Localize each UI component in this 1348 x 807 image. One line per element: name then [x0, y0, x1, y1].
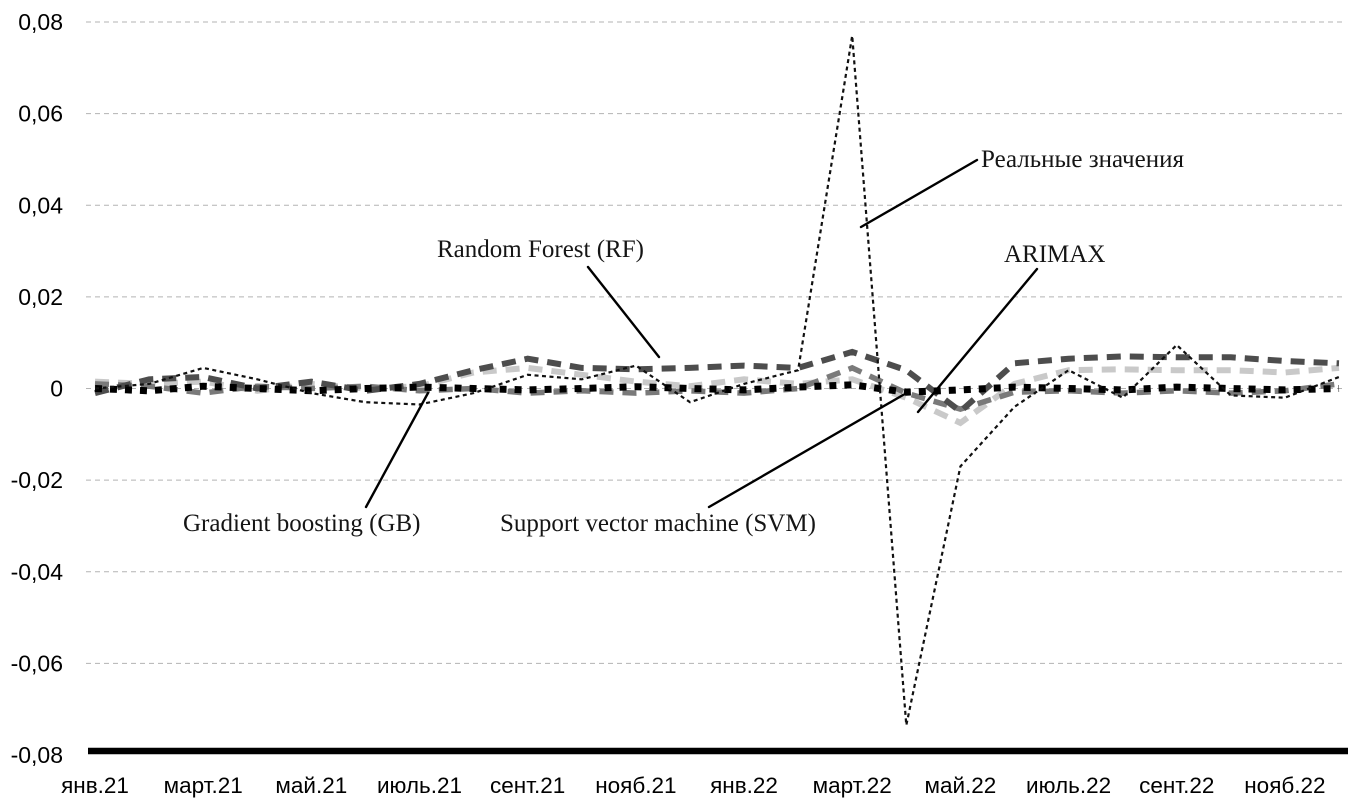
y-tick-label: -0,04 [11, 559, 64, 585]
x-tick-label: сент.22 [1139, 773, 1214, 798]
svm-series-label: Support vector machine (SVM) [500, 510, 816, 537]
rf-series-label: Random Forest (RF) [437, 236, 644, 263]
series-actual-line [94, 35, 1340, 726]
y-tick-label: 0,06 [18, 101, 63, 127]
y-tick-label: -0,02 [11, 467, 63, 493]
x-tick-label: март.22 [813, 773, 892, 798]
x-tick-label: янв.22 [710, 773, 778, 798]
y-tick-label: 0,08 [18, 9, 63, 35]
x-tick-label: май.22 [924, 773, 996, 798]
svm-leader-line [707, 393, 905, 509]
arimax-series-label: ARIMAX [1004, 241, 1105, 268]
x-tick-label: нояб.21 [595, 773, 676, 798]
series-svm-line [94, 364, 1340, 427]
actual-leader-line [859, 158, 979, 229]
y-tick-label: 0 [50, 376, 63, 402]
rf-leader-line [586, 265, 661, 359]
x-tick-label: март.21 [164, 773, 243, 798]
x-tick-label: июль.22 [1026, 773, 1111, 798]
series-rf-line [94, 348, 1340, 416]
y-tick-label: -0,06 [11, 650, 63, 676]
x-tick-label: июль.21 [377, 773, 462, 798]
actual-series-label: Реальные значения [981, 146, 1184, 173]
gb-series-label: Gradient boosting (GB) [183, 510, 420, 537]
x-tick-label: янв.21 [61, 773, 129, 798]
x-tick-label: нояб.22 [1244, 773, 1325, 798]
arimax-leader-line [916, 267, 1039, 414]
gb-leader-line [364, 391, 430, 509]
y-tick-label: 0,04 [18, 192, 63, 218]
x-tick-label: сент.21 [490, 773, 565, 798]
y-tick-label: 0,02 [18, 284, 63, 310]
y-tick-label: -0,08 [11, 742, 63, 768]
x-tick-label: май.21 [275, 773, 347, 798]
